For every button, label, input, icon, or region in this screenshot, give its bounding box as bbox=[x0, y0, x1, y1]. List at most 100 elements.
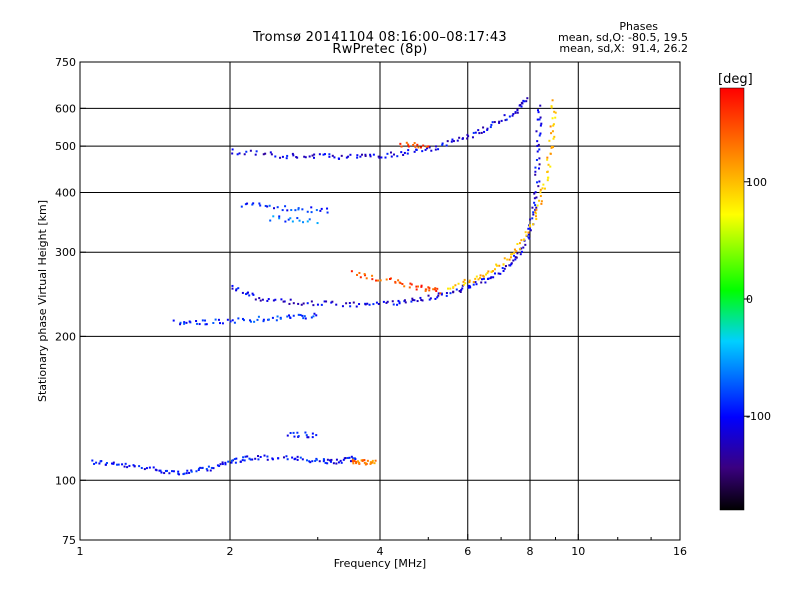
data-point bbox=[308, 218, 311, 221]
data-point bbox=[534, 191, 537, 194]
data-point bbox=[538, 118, 541, 121]
data-point bbox=[441, 142, 444, 145]
data-point bbox=[416, 300, 419, 303]
data-point bbox=[482, 277, 485, 280]
data-point bbox=[420, 299, 423, 302]
data-point bbox=[315, 458, 318, 461]
data-point bbox=[297, 207, 300, 210]
data-point bbox=[239, 460, 242, 463]
data-point bbox=[529, 224, 532, 227]
data-point bbox=[493, 272, 496, 275]
data-point bbox=[316, 222, 319, 225]
data-point bbox=[269, 219, 272, 222]
data-point bbox=[221, 463, 224, 466]
data-point bbox=[480, 281, 483, 284]
data-point bbox=[355, 305, 358, 308]
data-point bbox=[537, 167, 540, 170]
data-point bbox=[489, 277, 492, 280]
data-point bbox=[231, 152, 234, 155]
data-point bbox=[396, 155, 399, 158]
data-point bbox=[270, 153, 273, 156]
data-point bbox=[195, 320, 198, 323]
data-point bbox=[484, 281, 487, 284]
data-point bbox=[338, 157, 341, 160]
data-point bbox=[308, 460, 311, 463]
data-point bbox=[364, 463, 367, 466]
data-point bbox=[455, 288, 458, 291]
data-point bbox=[514, 258, 517, 261]
data-point bbox=[389, 151, 392, 154]
data-point bbox=[509, 256, 512, 259]
data-point bbox=[538, 180, 541, 183]
data-point bbox=[480, 131, 483, 134]
data-point bbox=[310, 300, 313, 303]
data-point bbox=[537, 109, 540, 112]
data-point bbox=[361, 459, 364, 462]
data-point bbox=[452, 140, 455, 143]
data-point bbox=[207, 465, 210, 468]
data-point bbox=[116, 463, 119, 466]
data-point bbox=[117, 463, 120, 466]
data-point bbox=[227, 460, 230, 463]
data-point bbox=[417, 146, 420, 149]
data-point bbox=[314, 459, 317, 462]
data-point bbox=[160, 471, 163, 474]
data-point bbox=[304, 431, 307, 434]
chart-subtitle: RwPretec (8p) bbox=[332, 42, 428, 57]
data-point bbox=[534, 166, 537, 169]
data-point bbox=[474, 131, 477, 134]
data-point bbox=[155, 469, 158, 472]
data-point bbox=[413, 299, 416, 302]
data-point bbox=[552, 124, 555, 127]
data-point bbox=[512, 259, 515, 262]
data-point bbox=[491, 121, 494, 124]
data-point bbox=[306, 210, 309, 213]
data-point bbox=[143, 468, 146, 471]
data-point bbox=[515, 256, 518, 259]
data-point bbox=[240, 205, 243, 208]
data-point bbox=[514, 256, 517, 259]
data-point bbox=[326, 458, 329, 461]
data-point bbox=[244, 455, 247, 458]
data-point bbox=[112, 461, 115, 464]
data-point bbox=[472, 281, 475, 284]
data-point bbox=[428, 289, 431, 292]
data-point bbox=[320, 303, 323, 306]
data-point bbox=[462, 280, 465, 283]
data-point bbox=[319, 209, 322, 212]
y-tick-label: 600 bbox=[55, 102, 76, 115]
data-point bbox=[324, 461, 327, 464]
data-point bbox=[520, 239, 523, 242]
data-point bbox=[435, 289, 438, 292]
data-point bbox=[447, 287, 450, 290]
data-point bbox=[266, 458, 269, 461]
data-point bbox=[268, 204, 271, 207]
data-point bbox=[246, 455, 249, 458]
data-point bbox=[553, 110, 556, 113]
data-point bbox=[205, 468, 208, 471]
data-point bbox=[290, 209, 293, 212]
data-point bbox=[501, 267, 504, 270]
data-point bbox=[279, 156, 282, 159]
colorbar-tick-label: -100 bbox=[746, 410, 771, 423]
data-point bbox=[244, 203, 247, 206]
data-point bbox=[537, 111, 540, 114]
data-point bbox=[305, 434, 308, 437]
data-point bbox=[409, 282, 412, 285]
data-point bbox=[427, 286, 430, 289]
data-point bbox=[463, 278, 466, 281]
data-point bbox=[283, 300, 286, 303]
data-point bbox=[372, 303, 375, 306]
data-point bbox=[373, 462, 376, 465]
data-point bbox=[497, 272, 500, 275]
data-point bbox=[335, 462, 338, 465]
data-point bbox=[471, 136, 474, 139]
data-point bbox=[499, 272, 502, 275]
data-point bbox=[259, 455, 262, 458]
data-point bbox=[277, 457, 280, 460]
data-point bbox=[285, 157, 288, 160]
data-point bbox=[490, 123, 493, 126]
data-point bbox=[224, 461, 227, 464]
data-point bbox=[459, 290, 462, 293]
data-point bbox=[500, 119, 503, 122]
